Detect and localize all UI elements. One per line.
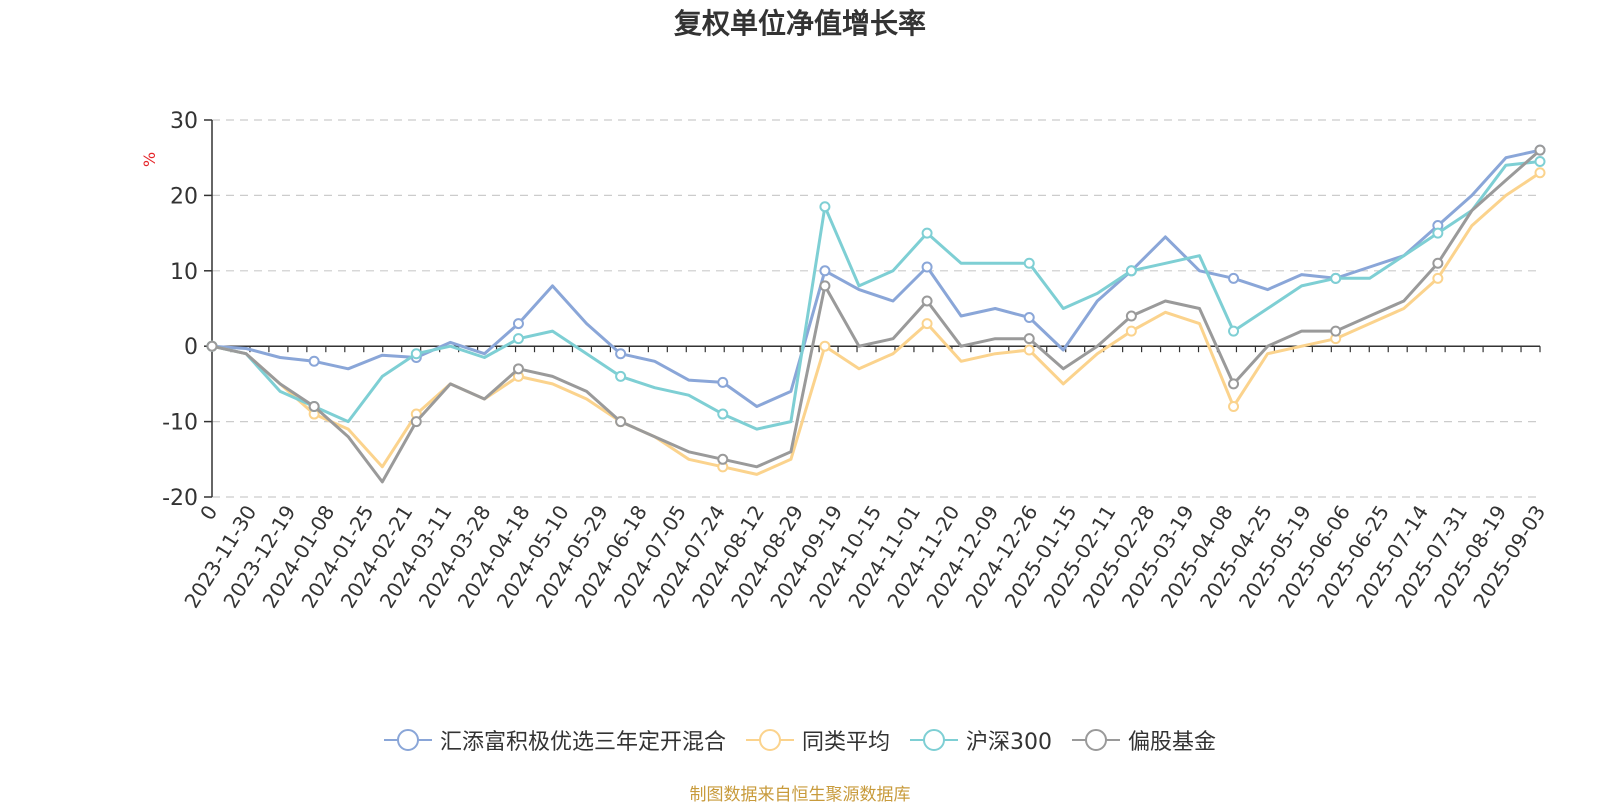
series-point-2 [921, 227, 933, 239]
series-point-0 [512, 318, 524, 330]
series-point-3 [1228, 378, 1240, 390]
y-tick-label: -20 [162, 486, 198, 511]
data-source-note: 制图数据来自恒生聚源数据库 [689, 785, 911, 805]
y-tick-label: 0 [184, 335, 198, 360]
chart-title: 复权单位净值增长率 [673, 7, 926, 40]
series-point-2 [1330, 272, 1342, 284]
series-lines [206, 144, 1546, 484]
x-tick-label: 0 [195, 501, 222, 525]
y-tick-label: 20 [170, 184, 198, 209]
legend-swatch-fund [383, 729, 432, 751]
legend-label-peer-avg: 同类平均 [801, 730, 890, 755]
legend-swatch-peer-avg [745, 729, 794, 751]
series-point-2 [512, 333, 524, 345]
series-point-2 [410, 348, 422, 360]
series-point-3 [1534, 144, 1546, 156]
series-point-0 [819, 265, 831, 277]
series-point-1 [1432, 272, 1444, 284]
series-point-1 [1228, 401, 1240, 413]
axes [204, 119, 1541, 498]
series-point-2 [1228, 325, 1240, 337]
series-line-1 [211, 171, 1541, 476]
series-point-3 [819, 280, 831, 292]
series-point-2 [717, 408, 729, 420]
series-point-3 [1432, 257, 1444, 269]
y-tick-label: -10 [162, 411, 198, 436]
legend-swatch-equity-fund [1072, 729, 1120, 751]
series-point-2 [615, 370, 627, 382]
legend-item-equity-fund[interactable]: 偏股基金 [1072, 724, 1216, 756]
series-point-3 [308, 401, 320, 413]
y-axis-unit: % [140, 151, 160, 168]
series-point-2 [1125, 265, 1137, 277]
legend-swatch-csi300 [910, 729, 958, 751]
series-point-0 [308, 355, 320, 367]
series-point-3 [921, 295, 933, 307]
series-point-2 [1023, 257, 1035, 269]
series-point-3 [1125, 310, 1137, 322]
grid-lines [212, 119, 1540, 498]
legend-label-csi300: 沪深300 [966, 730, 1052, 755]
legend-item-fund[interactable]: 汇添富积极优选三年定开混合 [383, 724, 726, 756]
series-point-2 [819, 201, 831, 213]
series-point-0 [1228, 272, 1240, 284]
series-line-3 [211, 149, 1541, 484]
series-point-1 [1125, 325, 1137, 337]
series-point-1 [819, 340, 831, 352]
series-line-2 [211, 160, 1541, 431]
series-point-0 [717, 376, 729, 388]
series-point-3 [206, 340, 218, 352]
series-point-0 [615, 348, 627, 360]
series-point-2 [1534, 155, 1546, 167]
series-point-3 [615, 416, 627, 428]
series-point-0 [1023, 312, 1035, 324]
series-point-3 [1330, 325, 1342, 337]
series-point-3 [717, 453, 729, 465]
y-tick-label: 30 [170, 109, 198, 134]
series-point-2 [1432, 227, 1444, 239]
series-point-1 [921, 318, 933, 330]
legend-label-equity-fund: 偏股基金 [1128, 730, 1217, 755]
legend-item-peer-avg[interactable]: 同类平均 [745, 724, 890, 756]
series-point-0 [921, 261, 933, 273]
legend: 汇添富积极优选三年定开混合 同类平均 沪深300 偏股基金 [0, 722, 1600, 758]
legend-item-csi300[interactable]: 沪深300 [910, 724, 1052, 756]
series-point-1 [1023, 344, 1035, 356]
series-point-3 [410, 416, 422, 428]
y-tick-label: 10 [170, 260, 198, 285]
series-point-1 [1534, 167, 1546, 179]
series-point-3 [512, 363, 524, 375]
legend-label-fund: 汇添富积极优选三年定开混合 [439, 730, 726, 755]
chart-canvas: -20-10010203002023-11-302023-12-192024-0… [162, 109, 1550, 612]
series-point-3 [1023, 333, 1035, 345]
